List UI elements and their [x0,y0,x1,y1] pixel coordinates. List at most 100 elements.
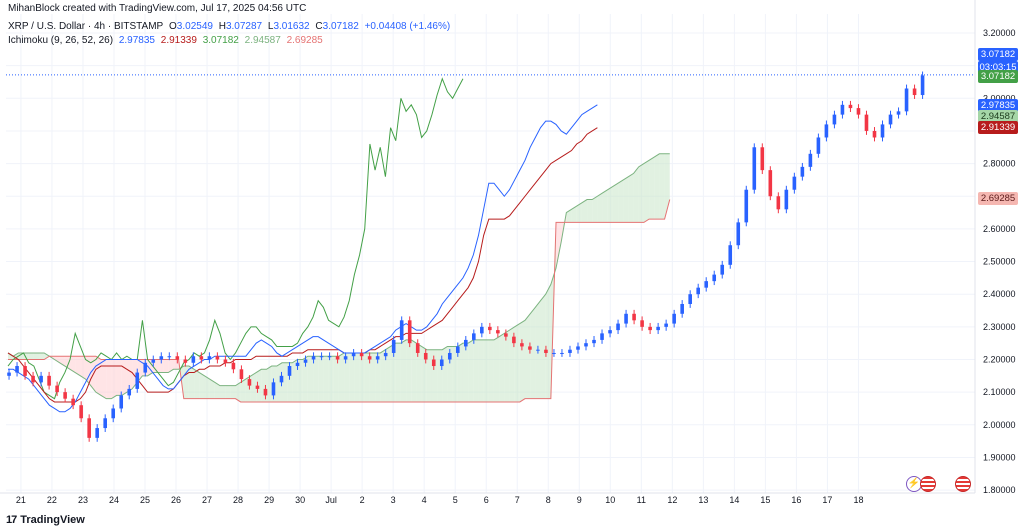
candle-body [688,294,692,304]
cloud-segment [530,307,536,399]
candle-body [327,356,332,358]
candle-body [367,356,372,360]
candle-body [656,326,660,331]
candle-body [39,375,43,383]
cloud-segment [514,323,520,402]
tenkan-price-tag: 2.97835 [978,99,1018,112]
candle-body [680,303,684,314]
chart-credit: MihanBlock created with TradingView.com,… [8,3,307,14]
candle-body [464,339,468,347]
cloud-segment [509,326,515,402]
candle-body [159,356,164,360]
cloud-segment [313,356,319,402]
cloud-segment [623,176,629,223]
candle-body [71,398,75,406]
cloud-segment [493,336,500,402]
candle-body [423,352,428,360]
kijun-price-tag: 2.91339 [978,121,1018,134]
cloud-segment [364,352,370,402]
y-tick-label: 2.20000 [983,355,1016,365]
candle-body [7,372,11,376]
cloud-segment [307,356,314,402]
candle-body [720,264,725,275]
x-tick-label: 18 [853,495,863,505]
candle-body [856,108,861,115]
tradingview-footer[interactable]: 17 TradingView [6,514,85,526]
y-tick-label: 2.10000 [983,387,1016,397]
cloud-segment [95,356,102,396]
candle-body [504,333,508,337]
cloud-segment [488,339,494,402]
indicator-title[interactable]: Ichimoku (9, 26, 52, 26) [8,35,114,46]
cloud-segment [219,385,226,399]
cloud-segment [380,349,386,402]
candle-body [584,343,588,347]
candle-body [31,375,35,383]
cloud-segment [649,157,655,220]
cloud-segment [13,352,19,360]
cloud-segment [638,163,644,223]
chart-grid [6,14,975,493]
candle-body [712,274,717,282]
cloud-segment [556,222,562,269]
cloud-segment [581,199,588,223]
candle-body [215,356,220,360]
cloud-segment [566,209,572,223]
cloud-segment [618,179,624,223]
candle-body [832,114,837,125]
candle-body [896,111,901,115]
y-tick-label: 2.60000 [983,224,1016,234]
candle-body [63,392,67,399]
candle-body [287,366,292,376]
candle-body [311,356,316,360]
symbol-title[interactable]: XRP / U.S. Dollar · 4h · BITSTAMP [8,21,164,32]
candle-body [119,395,124,409]
candle-body [792,176,797,190]
cloud-segment [452,346,458,402]
us-flag-event-icon[interactable] [920,476,936,492]
candle-body [415,343,420,353]
span-a-price-tag: 2.94587 [978,110,1018,123]
cloud-segment [230,385,236,399]
us-flag-event-icon[interactable] [955,476,971,492]
cloud-segment [199,372,205,399]
x-tick-label: 9 [577,495,582,505]
y-tick-label: 3.20000 [983,28,1016,38]
candle-body [199,356,204,360]
candle-body [151,359,156,363]
cloud-segment [411,339,417,402]
candle-body [271,382,276,396]
cloud-segment [121,359,127,396]
candle-body [103,418,107,429]
candle-body [888,114,893,125]
candle-body [183,359,188,363]
cloud-segment [349,352,355,402]
candle-body [664,323,668,327]
change-value: +0.04408 (+1.46%) [364,21,451,32]
cloud-segment [276,362,283,402]
cloud-segment [592,196,598,223]
candle-body [640,320,644,327]
cloud-segment [204,375,210,399]
candle-body [143,362,148,373]
candle-body [608,330,612,334]
candle-body [528,346,532,350]
lagging-price-tag: 3.07182 [978,70,1018,83]
candle-body [872,130,877,138]
candle-body [431,359,436,367]
cloud-segment [602,189,608,223]
cloud-segment [18,352,24,360]
candle-body [576,346,580,350]
candle-body [536,349,540,351]
lagging-value: 3.07182 [202,35,239,46]
cloud-segment [654,153,660,220]
cloud-segment [157,359,164,373]
cloud-segment [147,359,153,376]
candle-body [920,75,925,96]
candle-body [167,356,172,358]
cloud-segment [282,362,288,402]
candle-body [520,343,524,347]
cloud-segment [80,356,86,380]
candle-body [808,153,813,167]
